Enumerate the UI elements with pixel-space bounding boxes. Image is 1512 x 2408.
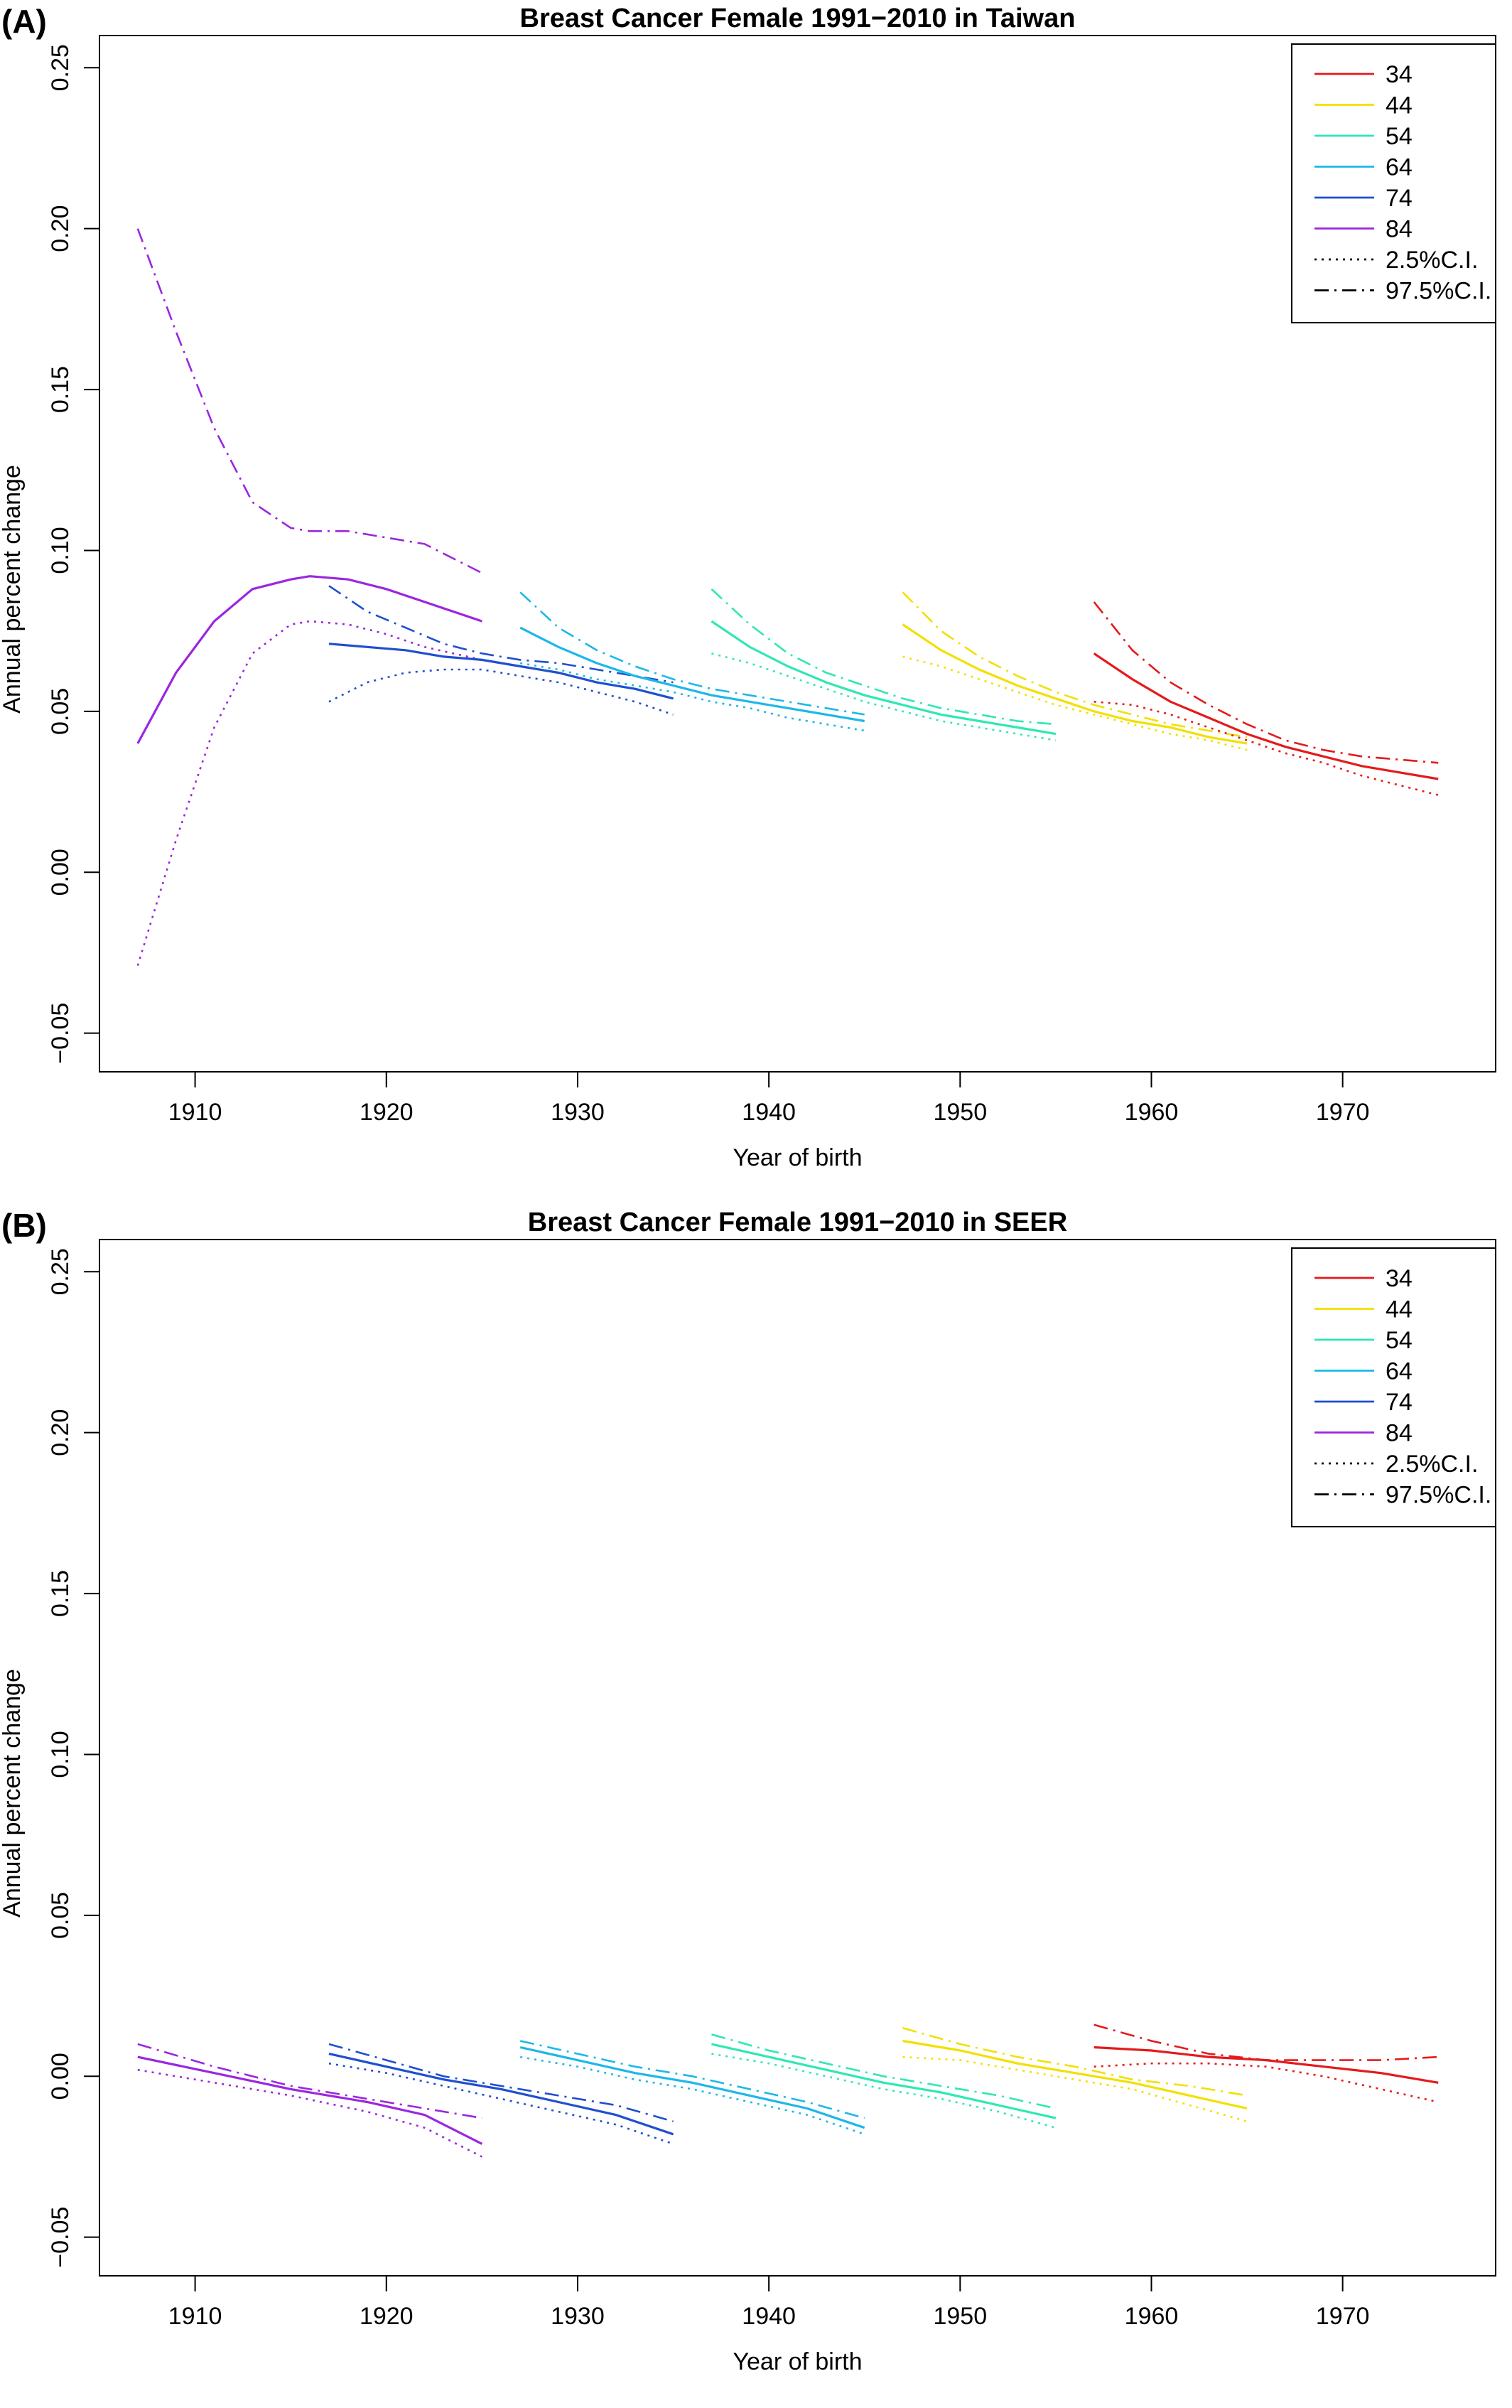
y-tick-label: 0.15 [47,366,74,413]
series-44-upper-ci [902,591,1248,738]
series-34-upper-ci [1093,601,1439,764]
x-tick-label: 1920 [360,2303,414,2330]
x-axis-label: Year of birth [733,2348,862,2375]
series-64-upper-ci [519,591,865,716]
series-44-upper-ci [902,2027,1248,2097]
chart-title: Breast Cancer Female 1991−2010 in SEER [528,1208,1067,1237]
series-54-lower-ci [711,2053,1057,2129]
series-34-line [1094,2046,1439,2084]
series-84-upper-ci [137,2043,482,2119]
series-54-upper-ci [711,588,1057,726]
x-tick-label: 1970 [1316,2303,1370,2330]
y-tick-label: 0.10 [47,1731,74,1778]
series-74-line [328,2053,674,2136]
x-tick-label: 1950 [933,2303,987,2330]
series-34-lower-ci [1094,701,1439,796]
series-74-upper-ci [328,585,674,684]
chart-panel-a: (A) Breast Cancer Female 1991−2010 in Tai… [0,3,1496,1171]
series-74-line [328,643,674,700]
x-tick-label: 1930 [551,1099,605,1126]
series-34-line [1093,652,1439,780]
series-64-line [519,626,865,723]
series-84-upper-ci [136,228,482,574]
legend-label: 97.5%C.I. [1386,1482,1491,1509]
y-tick-label: −0.05 [47,2207,74,2268]
series-34-upper-ci [1094,2023,1439,2061]
x-tick-label: 1960 [1125,1099,1179,1126]
legend-box [1291,43,1496,323]
legend-label: 74 [1386,185,1413,212]
y-tick-label: 0.15 [47,1570,74,1617]
y-axis-label: Annual percent change [0,465,26,714]
series-84-line [137,2055,483,2145]
series-74-lower-ci [328,668,674,716]
legend-label: 2.5%C.I. [1386,247,1478,274]
legend-label: 97.5%C.I. [1386,278,1491,305]
y-tick-label: 0.00 [47,849,74,896]
series-64-line [519,2046,865,2129]
panel-letter: (A) [1,3,47,40]
series-34-lower-ci [1094,2062,1439,2103]
legend-label: 34 [1386,61,1413,88]
legend-label: 34 [1386,1265,1413,1292]
series-44-line [902,2039,1248,2110]
y-tick-label: 0.25 [47,44,74,91]
legend-label: 44 [1386,1296,1413,1323]
y-tick-label: 0.05 [47,688,74,735]
x-tick-label: 1960 [1125,2303,1179,2330]
y-tick-label: 0.20 [47,205,74,252]
x-axis-label: Year of birth [733,1144,862,1171]
x-tick-label: 1910 [168,1099,222,1126]
x-tick-label: 1970 [1316,1099,1370,1126]
legend-label: 64 [1386,1358,1413,1385]
plot-frame [99,1239,1496,2277]
legend-label: 54 [1386,123,1413,150]
x-tick-label: 1930 [551,2303,605,2330]
series-54-line [711,620,1057,736]
legend-label: 64 [1386,154,1413,181]
series-44-line [902,623,1248,745]
series-44-lower-ci [902,2055,1248,2122]
y-tick-label: 0.25 [47,1248,74,1295]
series-group [136,228,1439,966]
legend-label: 84 [1386,216,1413,243]
series-group [137,2023,1439,2158]
chart-panel-b: (B) Breast Cancer Female 1991−2010 in SEE… [0,1207,1496,2375]
legend-label: 2.5%C.I. [1386,1451,1478,1478]
chart-title: Breast Cancer Female 1991−2010 in Taiwan [520,4,1076,33]
legend-label: 44 [1386,92,1413,119]
plot-frame [99,35,1496,1073]
y-tick-label: 0.00 [47,2053,74,2100]
x-tick-label: 1940 [742,1099,796,1126]
legend-label: 74 [1386,1389,1413,1416]
series-74-upper-ci [328,2043,674,2122]
series-54-upper-ci [711,2033,1057,2109]
series-84-lower-ci [137,2068,482,2158]
x-tick-label: 1940 [742,2303,796,2330]
series-64-upper-ci [519,2040,865,2119]
legend-label: 54 [1386,1327,1413,1354]
series-84-lower-ci [136,620,482,966]
series-44-lower-ci [902,655,1248,751]
x-tick-label: 1950 [933,1099,987,1126]
x-tick-label: 1920 [360,1099,414,1126]
series-84-line [136,575,482,744]
y-tick-label: 0.05 [47,1892,74,1939]
series-54-line [711,2043,1057,2119]
y-tick-label: 0.10 [47,527,74,574]
y-axis-label: Annual percent change [0,1669,26,1918]
y-tick-label: −0.05 [47,1003,74,1064]
panel-letter: (B) [1,1207,47,1244]
series-74-lower-ci [328,2062,674,2145]
x-tick-label: 1910 [168,2303,222,2330]
legend-label: 84 [1386,1420,1413,1447]
legend-box [1291,1247,1496,1527]
series-64-lower-ci [519,2055,865,2136]
y-tick-label: 0.20 [47,1409,74,1456]
series-64-lower-ci [519,662,865,732]
